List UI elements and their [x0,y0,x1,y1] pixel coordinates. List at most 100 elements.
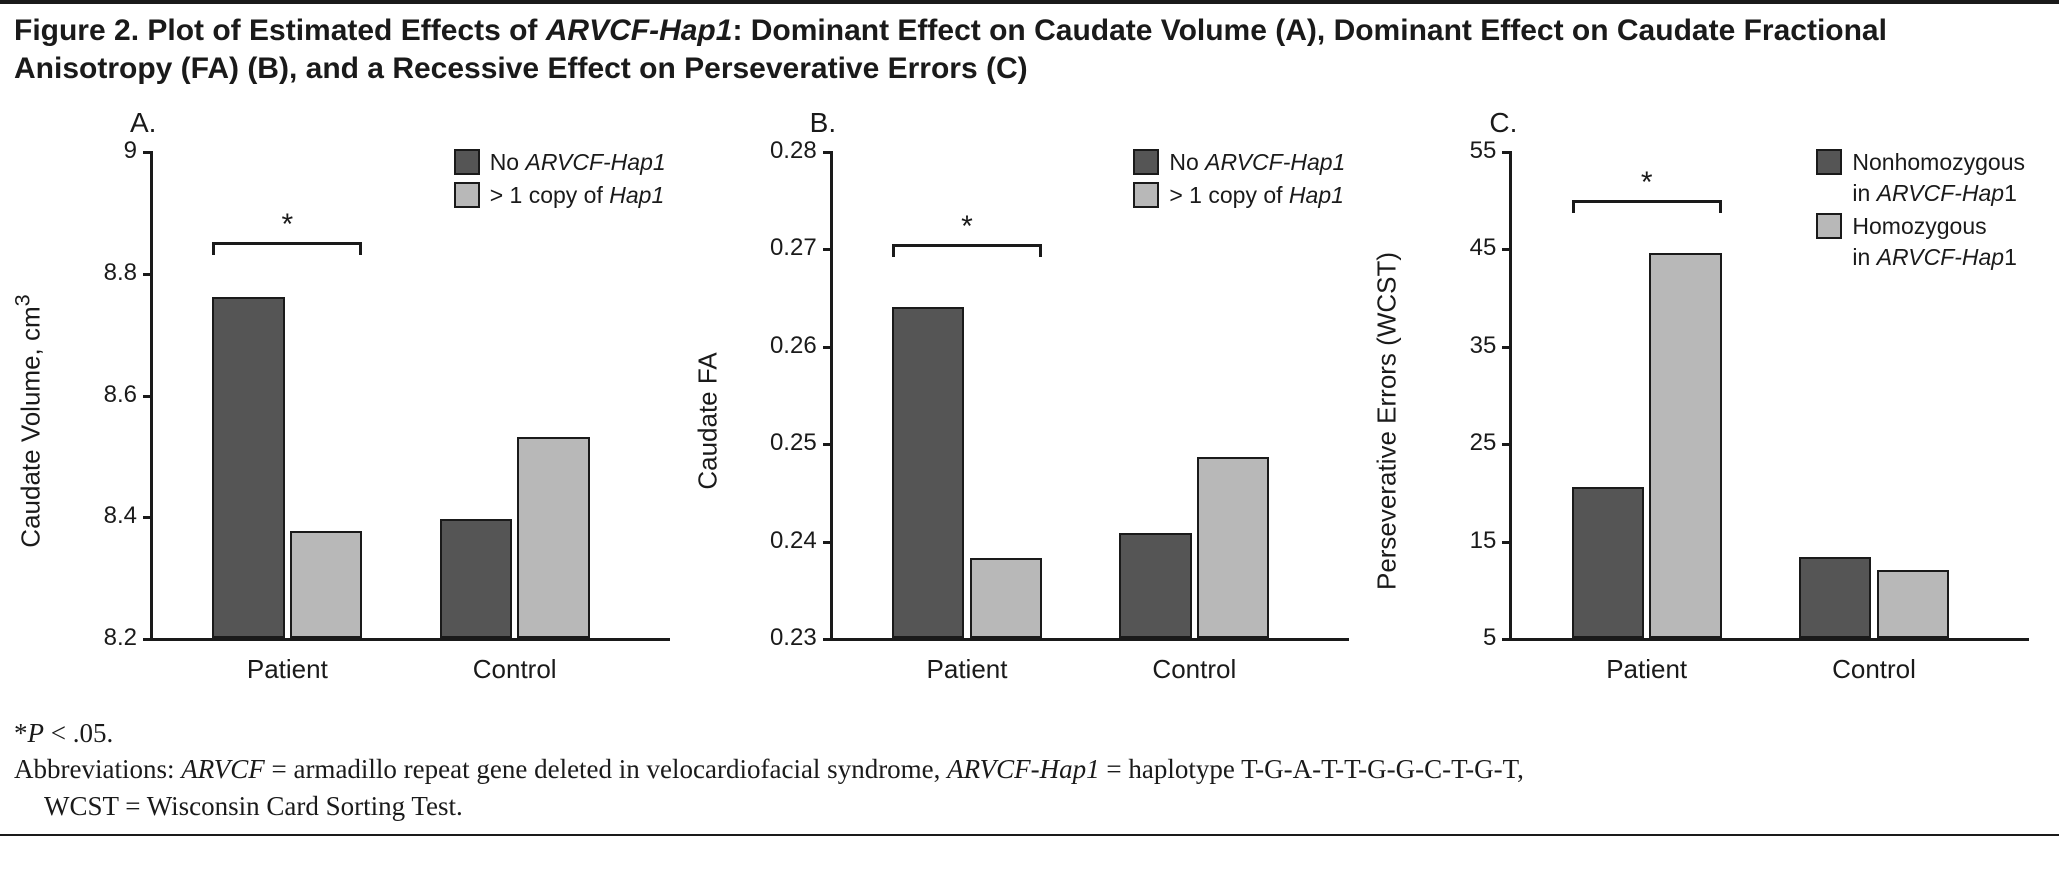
bar [892,307,964,638]
title-italic: ARVCF-Hap1 [546,14,733,47]
legend-row: Homozygousin ARVCF-Hap1 [1816,211,2025,273]
significance-star: * [281,208,293,242]
x-category-label: Control [1152,654,1236,685]
ytick-label: 8.6 [104,381,137,409]
abbr2-ital: ARVCF-Hap1 [947,754,1099,784]
panel-letter-C: C. [1379,107,2039,139]
ytick-label: 8.8 [104,259,137,287]
ytick [1502,443,1512,446]
ylabel-C: Perseverative Errors (WCST) [1372,252,1403,590]
legend-row: > 1 copy of Hap1 [454,180,666,211]
title-prefix: Figure 2. Plot of Estimated Effects of [14,14,546,47]
ytick [823,346,833,349]
legend-label: No ARVCF-Hap1 [1169,147,1345,178]
footnote-abbrev: Abbreviations: ARVCF = armadillo repeat … [14,751,2045,824]
x-category-label: Patient [1606,654,1687,685]
abbr3: WCST = Wisconsin Card Sorting Test. [14,788,2045,824]
footnote-p-rest: < .05. [44,718,113,748]
bar [1119,533,1191,638]
legend-label: > 1 copy of Hap1 [1169,180,1344,211]
chart-B: Caudate FA 0.230.240.250.260.270.28Patie… [700,141,1360,701]
legend-label: > 1 copy of Hap1 [490,180,665,211]
legend-swatch [454,182,480,208]
ylabel-A: Caudate Volume, cm3 [10,294,47,547]
legend-C: Nonhomozygousin ARVCF-Hap1Homozygousin A… [1816,147,2025,275]
panel-A: A. Caudate Volume, cm3 8.28.48.68.89Pati… [20,107,680,701]
ytick [823,541,833,544]
chart-A: Caudate Volume, cm3 8.28.48.68.89Patient… [20,141,680,701]
legend-A: No ARVCF-Hap1> 1 copy of Hap1 [454,147,666,213]
bar [1197,457,1269,638]
ytick [823,443,833,446]
ytick-label: 0.28 [770,137,817,165]
bar [1799,557,1871,638]
legend-row: No ARVCF-Hap1 [454,147,666,178]
legend-row: No ARVCF-Hap1 [1133,147,1345,178]
legend-label: Nonhomozygousin ARVCF-Hap1 [1852,147,2025,209]
footnote-p: P [28,718,45,748]
legend-swatch [1133,182,1159,208]
bar [1877,570,1949,638]
footnotes: *P < .05. Abbreviations: ARVCF = armadil… [0,707,2059,830]
x-category-label: Patient [247,654,328,685]
legend-swatch [1816,149,1842,175]
ytick-label: 35 [1470,332,1497,360]
abbr2-def: = haplotype T-G-A-T-T-G-G-C-T-G-T, [1100,754,1524,784]
ytick [143,638,153,641]
x-category-label: Control [473,654,557,685]
legend-swatch [454,149,480,175]
ytick-label: 25 [1470,429,1497,457]
ytick-label: 0.27 [770,234,817,262]
ytick-label: 55 [1470,137,1497,165]
ytick [1502,248,1512,251]
ytick [1502,346,1512,349]
bar [1572,487,1644,638]
ytick [143,273,153,276]
ytick [1502,638,1512,641]
bar [1649,253,1721,638]
ytick [823,248,833,251]
significance-bracket [1572,200,1722,203]
ytick-label: 0.26 [770,332,817,360]
ytick [823,638,833,641]
ytick-label: 15 [1470,527,1497,555]
abbrev-prefix: Abbreviations: [14,754,181,784]
x-category-label: Control [1832,654,1916,685]
bar [440,519,512,638]
ytick-label: 5 [1483,624,1496,652]
significance-star: * [1641,166,1653,200]
panels-row: A. Caudate Volume, cm3 8.28.48.68.89Pati… [0,97,2059,707]
ytick-label: 45 [1470,234,1497,262]
bar [517,437,589,638]
figure-title: Figure 2. Plot of Estimated Effects of A… [0,12,2059,97]
footnote-star: * [14,718,28,748]
significance-star: * [961,210,973,244]
plot-A: 8.28.48.68.89PatientControl* [150,151,670,641]
ylabel-B: Caudate FA [692,352,723,489]
x-category-label: Patient [927,654,1008,685]
legend-label: Homozygousin ARVCF-Hap1 [1852,211,2016,273]
panel-letter-B: B. [700,107,1360,139]
bar [290,531,362,638]
significance-bracket [892,244,1042,247]
abbr1-def: = armadillo repeat gene deleted in veloc… [265,754,947,784]
legend-row: > 1 copy of Hap1 [1133,180,1345,211]
footnote-sig: *P < .05. [14,715,2045,751]
ytick-label: 0.25 [770,429,817,457]
bar [970,558,1042,638]
ytick [143,395,153,398]
plot-B: 0.230.240.250.260.270.28PatientControl* [830,151,1350,641]
legend-row: Nonhomozygousin ARVCF-Hap1 [1816,147,2025,209]
legend-B: No ARVCF-Hap1> 1 copy of Hap1 [1133,147,1345,213]
ytick-label: 8.4 [104,502,137,530]
abbr1-ital: ARVCF [181,754,265,784]
ytick [1502,151,1512,154]
significance-bracket [212,242,362,245]
ytick-label: 8.2 [104,624,137,652]
panel-letter-A: A. [20,107,680,139]
ytick [823,151,833,154]
ytick [143,151,153,154]
panel-C: C. Perseverative Errors (WCST) 515253545… [1379,107,2039,701]
figure-container: Figure 2. Plot of Estimated Effects of A… [0,0,2059,836]
ytick-label: 0.24 [770,527,817,555]
